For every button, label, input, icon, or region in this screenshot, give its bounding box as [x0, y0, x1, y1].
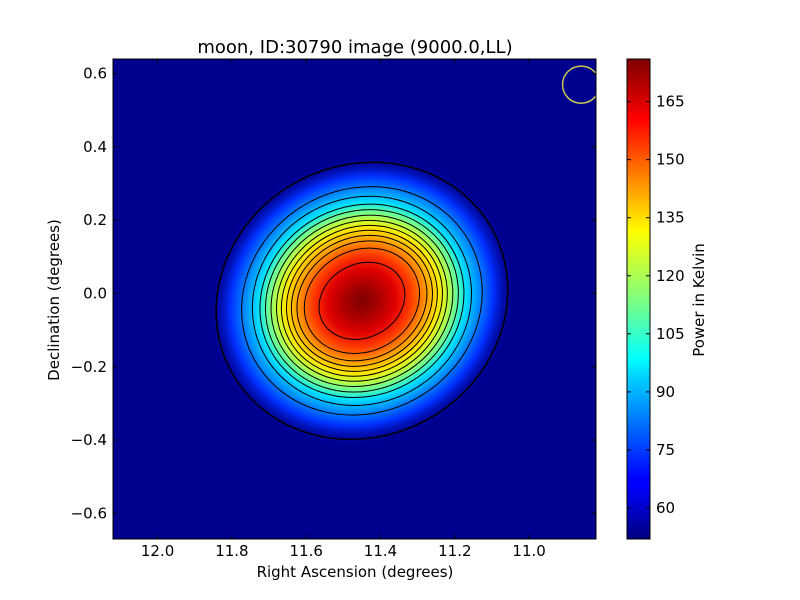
contour-level-112 — [280, 224, 443, 377]
contour-level-128 — [290, 234, 433, 367]
colorbar-tick-label: 105 — [656, 325, 685, 343]
contour-level-63 — [241, 186, 483, 416]
moon-emission-blob — [208, 155, 516, 447]
y-axis-ticks: 0.6 0.4 0.2 0.0 −0.2 −0.4 −0.6 — [71, 65, 596, 522]
contour-level-136 — [296, 240, 428, 362]
contour-level-80 — [259, 203, 465, 399]
colorbar-tick-label: 60 — [656, 499, 675, 517]
colorbar: 60 75 90 105 120 135 150 165 — [626, 58, 685, 540]
contour-level-96 — [270, 214, 454, 388]
y-tick-label: −0.2 — [71, 358, 107, 376]
plot-area: 12.0 11.8 11.6 11.4 11.2 11.0 0.6 0.4 0.2 0.0 −0.… — [71, 58, 597, 560]
beam-size-circle — [561, 65, 596, 104]
x-tick-label: 11.0 — [512, 542, 545, 560]
colorbar-tick-label: 90 — [656, 383, 675, 401]
colorbar-tick-label: 120 — [656, 267, 685, 285]
contour-level-72 — [251, 195, 472, 406]
y-tick-label: −0.6 — [71, 504, 107, 522]
contour-lines — [215, 161, 509, 441]
y-tick-label: 0.0 — [83, 285, 107, 303]
colorbar-tick-label: 165 — [656, 93, 685, 111]
colorbar-gradient — [626, 58, 651, 540]
x-tick-label: 12.0 — [141, 542, 174, 560]
x-tick-label: 11.8 — [215, 542, 248, 560]
colorbar-tick-label: 75 — [656, 441, 675, 459]
y-tick-label: 0.6 — [83, 65, 107, 83]
colorbar-ticks: 60 75 90 105 120 135 150 165 — [627, 93, 685, 517]
colorbar-label: Power in Kelvin — [690, 243, 708, 357]
contour-level-146 — [303, 247, 421, 354]
x-tick-label: 11.6 — [289, 542, 322, 560]
x-axis-label: Right Ascension (degrees) — [257, 563, 454, 581]
contour-level-104 — [276, 219, 448, 382]
colorbar-tick-label: 135 — [656, 209, 685, 227]
y-tick-label: −0.4 — [71, 431, 107, 449]
y-axis-label: Declination (degrees) — [45, 219, 63, 381]
contour-level-120 — [285, 229, 438, 372]
y-tick-label: 0.4 — [83, 138, 107, 156]
contour-level-88 — [264, 209, 459, 393]
contour-level-160 — [318, 261, 406, 340]
chart-title: moon, ID:30790 image (9000.0,LL) — [197, 37, 512, 58]
plot-frame — [112, 58, 597, 540]
colorbar-tick-label: 150 — [656, 151, 685, 169]
y-tick-label: 0.2 — [83, 211, 107, 229]
contour-level-56 — [215, 161, 509, 441]
x-axis-ticks: 12.0 11.8 11.6 11.4 11.2 11.0 — [141, 59, 546, 560]
x-tick-label: 11.2 — [438, 542, 471, 560]
x-tick-label: 11.4 — [364, 542, 397, 560]
